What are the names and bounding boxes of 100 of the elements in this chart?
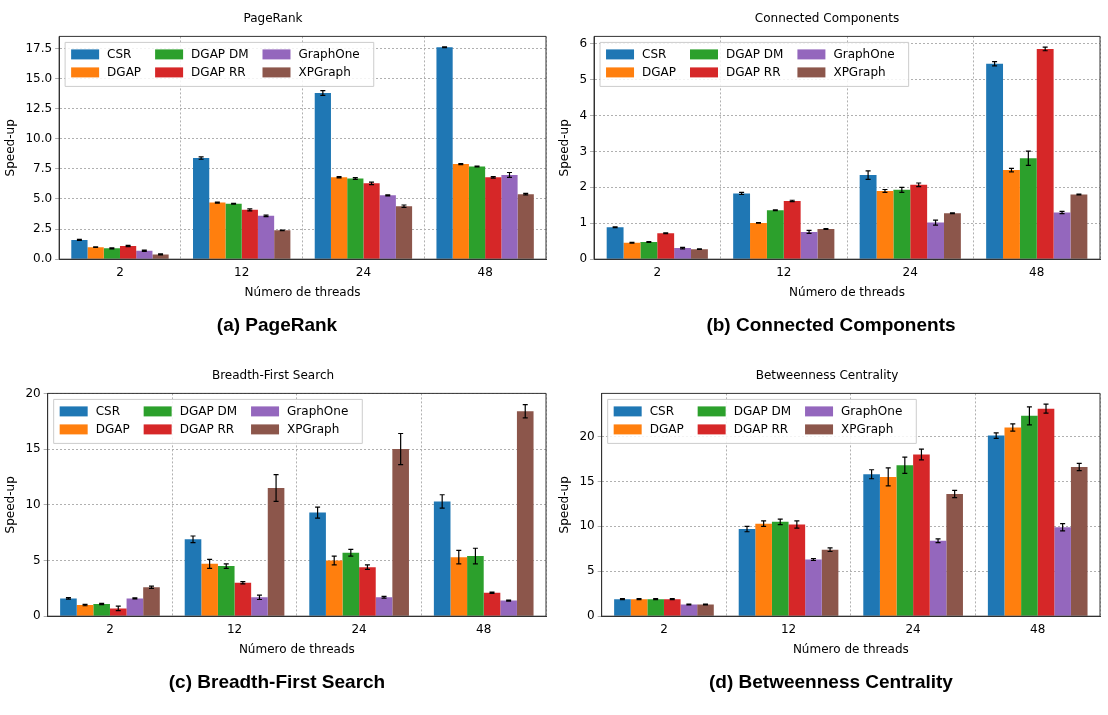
bar (674, 248, 692, 259)
x-axis-title: Número de threads (792, 641, 909, 656)
bar (251, 597, 268, 616)
y-tick-label: 15.0 (25, 70, 53, 85)
y-tick-label: 0 (579, 251, 588, 266)
bar (1036, 48, 1054, 259)
y-tick-label: 2.5 (33, 221, 53, 236)
bar (143, 587, 160, 616)
bar (896, 465, 914, 616)
bar (647, 599, 664, 616)
bar (1070, 467, 1088, 616)
bar (330, 177, 348, 259)
y-tick-label: 3 (579, 143, 588, 158)
x-tick-label: 24 (905, 621, 921, 636)
x-axis-title: Número de threads (244, 284, 361, 299)
bar (468, 166, 486, 259)
bar (363, 183, 380, 259)
bar (193, 158, 210, 259)
legend-label: GraphOne (298, 46, 360, 61)
x-tick-label: 12 (226, 621, 243, 636)
y-tick-label: 20 (25, 385, 41, 400)
chart-title: Connected Components (754, 11, 900, 26)
legend-label: DGAP RR (191, 64, 246, 79)
bar (241, 209, 258, 259)
bar (309, 512, 326, 616)
bar (606, 227, 624, 259)
y-tick-label: 15 (579, 473, 595, 488)
bar (342, 552, 360, 616)
legend-label: GraphOne (287, 403, 349, 418)
y-tick-label: 0 (587, 608, 595, 623)
bar (217, 566, 235, 616)
bar (325, 560, 343, 616)
bar (805, 559, 822, 616)
bar (375, 597, 393, 616)
bar (119, 245, 137, 259)
bar (109, 608, 127, 616)
x-tick-label: 24 (902, 264, 918, 279)
y-tick-label: 5.0 (33, 191, 53, 206)
y-tick-label: 15 (25, 441, 41, 456)
x-tick-label: 48 (477, 264, 493, 279)
bar (893, 189, 911, 259)
bar (1021, 415, 1038, 616)
y-tick-label: 1 (579, 215, 588, 230)
x-tick-label: 2 (653, 264, 662, 279)
bar (184, 539, 202, 616)
bar (517, 194, 534, 259)
bar (392, 449, 409, 616)
legend-label: XPGraph (841, 421, 894, 436)
bar (485, 177, 502, 259)
legend-label: CSR (95, 403, 121, 418)
bar (986, 63, 1004, 259)
bar (630, 599, 648, 616)
bar (691, 249, 708, 259)
bar (433, 501, 451, 616)
bar (201, 563, 218, 616)
legend-label: DGAP RR (733, 421, 789, 436)
bar (436, 47, 453, 259)
y-tick-label: 20 (579, 428, 595, 443)
y-axis-title: Speed-up (3, 119, 18, 177)
bar (783, 200, 801, 259)
bar (501, 174, 518, 259)
legend-label: DGAP DM (726, 46, 784, 61)
bar (821, 549, 839, 616)
text: (d) Betweenness Centrality (708, 671, 954, 693)
x-axis-title: Número de threads (238, 641, 355, 656)
chart-title: PageRank (243, 11, 303, 26)
chart-title: Betweenness Centrality (755, 368, 899, 383)
bar (209, 202, 226, 259)
bar (913, 454, 930, 616)
bar (680, 604, 698, 616)
legend-label: DGAP (107, 64, 142, 79)
legend-label: CSR (642, 46, 667, 61)
bar (623, 242, 641, 259)
bar (697, 604, 714, 616)
bar (943, 213, 961, 259)
y-tick-label: 10 (25, 496, 41, 511)
text: (a) PageRank (215, 314, 339, 336)
y-tick-label: 10 (579, 518, 595, 533)
bar (452, 164, 469, 259)
y-tick-label: 17.5 (25, 40, 53, 55)
bar (483, 592, 501, 616)
bar (314, 93, 331, 259)
legend-label: DGAP DM (733, 403, 792, 418)
bar (467, 556, 484, 616)
legend-label: CSR (649, 403, 675, 418)
legend-label: DGAP RR (726, 64, 781, 79)
x-tick-label: 24 (355, 264, 372, 279)
bar (817, 229, 835, 259)
text: (c) Breadth-First Search (167, 671, 387, 693)
x-axis-title: Número de threads (789, 284, 905, 299)
x-tick-label: 48 (1030, 621, 1046, 636)
x-tick-label: 12 (776, 264, 792, 279)
x-tick-label: 2 (106, 621, 114, 636)
y-tick-label: 10.0 (25, 130, 53, 145)
bar (257, 215, 275, 259)
legend-label: GraphOne (833, 46, 895, 61)
bar (1003, 170, 1020, 259)
bar (1070, 194, 1088, 259)
bar (800, 231, 818, 259)
y-tick-label: 5 (579, 71, 588, 86)
